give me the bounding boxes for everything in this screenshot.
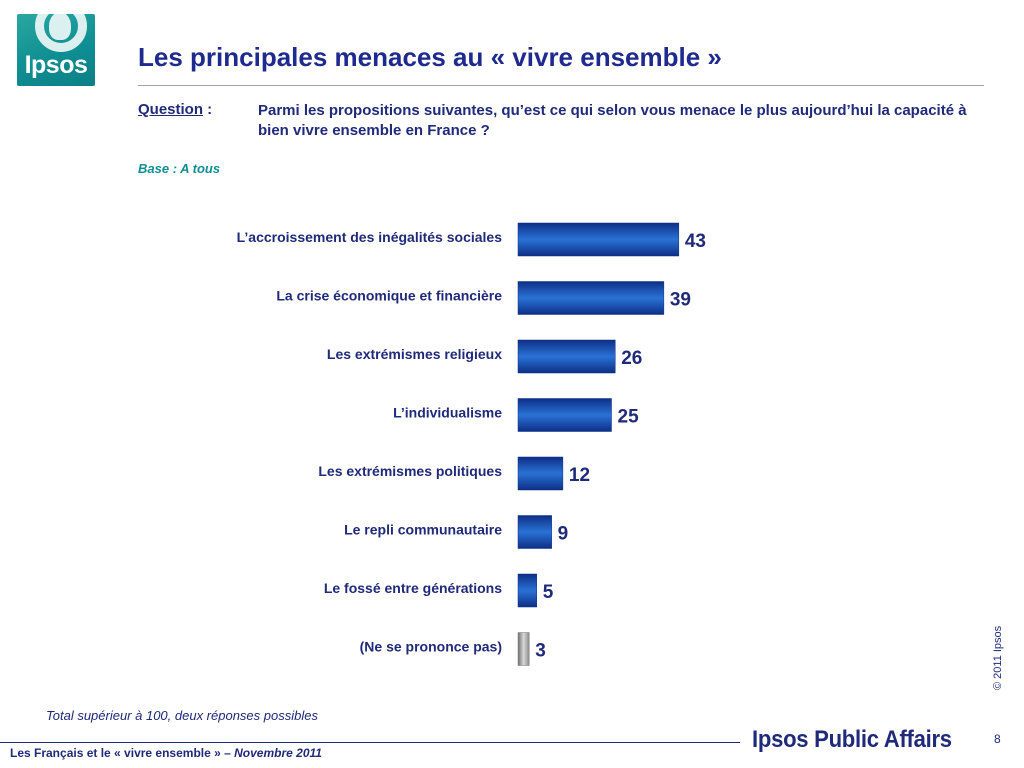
bar-chart: L’accroissement des inégalités sociales 4… bbox=[237, 222, 706, 666]
bar bbox=[517, 515, 552, 549]
bar-value-label: 26 bbox=[621, 348, 642, 369]
footer-study-name: Les Français et le « vivre ensemble » – bbox=[10, 746, 235, 760]
bar bbox=[517, 573, 537, 608]
bar bbox=[517, 398, 612, 432]
page-title: Les principales menaces au « vivre ensem… bbox=[138, 42, 722, 72]
category-label: L’individualisme bbox=[393, 405, 502, 421]
base-note: Base : A tous bbox=[138, 161, 221, 176]
bar-value-label: 12 bbox=[569, 465, 590, 486]
question-label-suffix: : bbox=[203, 101, 213, 118]
logo-text: Ipsos bbox=[24, 51, 88, 79]
bar bbox=[517, 281, 665, 315]
category-label: La crise économique et financière bbox=[276, 288, 502, 304]
page-number: 8 bbox=[994, 732, 1001, 746]
footnote: Total supérieur à 100, deux réponses pos… bbox=[46, 708, 318, 723]
footer-divider bbox=[0, 742, 740, 743]
category-label: Les extrémismes religieux bbox=[327, 346, 502, 362]
category-label: Le repli communautaire bbox=[344, 522, 502, 538]
footer-study-title: Les Français et le « vivre ensemble » – … bbox=[10, 746, 322, 760]
bar bbox=[517, 339, 616, 374]
bar-value-label: 39 bbox=[670, 290, 691, 311]
bar bbox=[517, 222, 680, 257]
bar-value-label: 5 bbox=[543, 582, 554, 603]
copyright-note: © 2011 Ipsos bbox=[992, 625, 1004, 690]
question-text: Parmi les propositions suivantes, qu’est… bbox=[258, 102, 967, 139]
bar-value-label: 25 bbox=[618, 407, 640, 428]
bar-value-label: 3 bbox=[535, 641, 546, 662]
logo-head-icon bbox=[35, 14, 87, 52]
category-label: (Ne se prononce pas) bbox=[360, 639, 502, 655]
title-divider bbox=[138, 85, 984, 86]
brand-logo: Ipsos Public Affairs bbox=[752, 726, 952, 753]
footer-date: Novembre 2011 bbox=[234, 746, 322, 760]
category-label: Les extrémismes politiques bbox=[318, 463, 502, 479]
category-label: Le fossé entre générations bbox=[324, 580, 502, 596]
logo-face-icon bbox=[49, 14, 71, 40]
bar-value-label: 43 bbox=[685, 231, 706, 252]
bar bbox=[517, 456, 564, 491]
bar-value-label: 9 bbox=[558, 524, 569, 545]
ipsos-logo: Ipsos bbox=[17, 14, 95, 86]
category-label: L’accroissement des inégalités sociales bbox=[237, 229, 503, 245]
bar bbox=[517, 632, 530, 666]
question-label-text: Question bbox=[138, 101, 204, 118]
question-label: Question : bbox=[138, 101, 212, 118]
chart-rows: L’accroissement des inégalités sociales 4… bbox=[237, 222, 706, 666]
